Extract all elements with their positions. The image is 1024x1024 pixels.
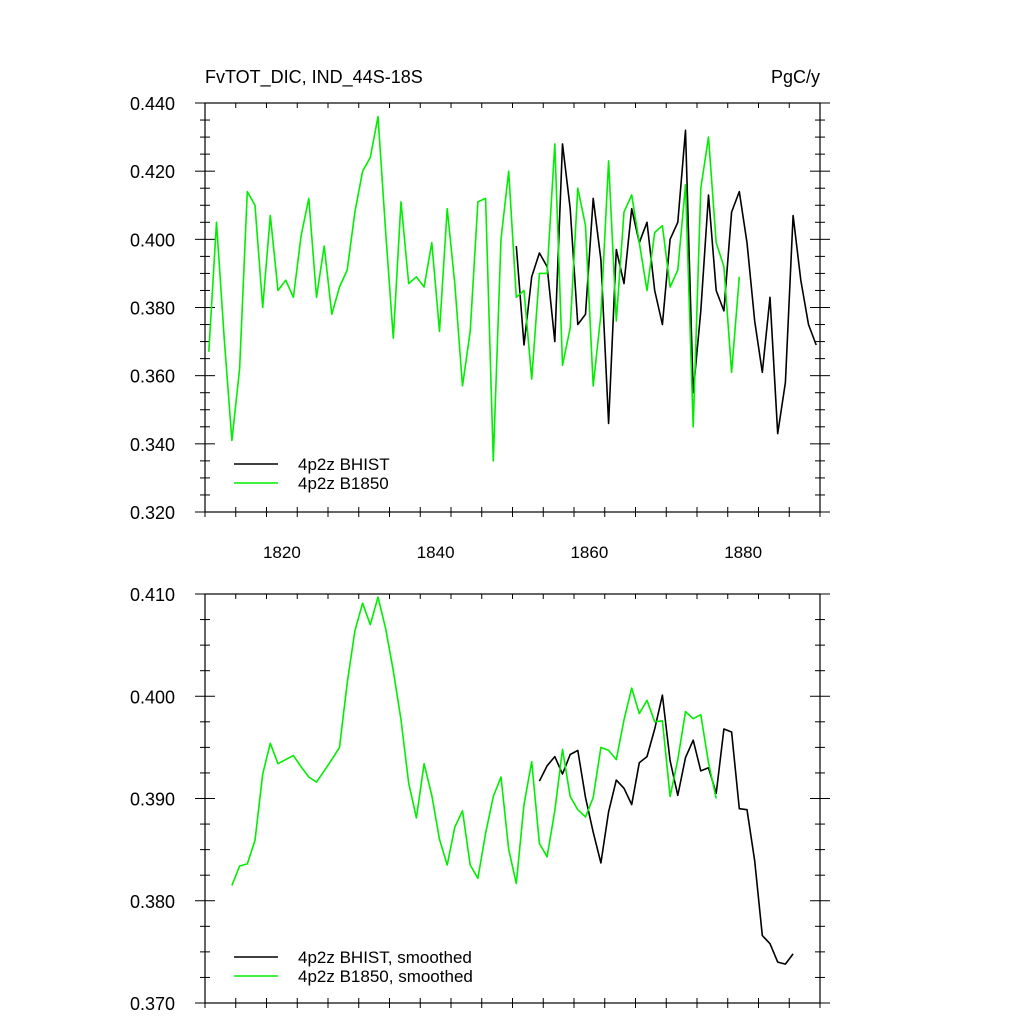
bottom-panel: 0.370 0.380 0.390 0.400 0.410 4p2z BHIST, smo… [130, 585, 830, 1014]
plot-frame [204, 102, 821, 513]
y-tick-label: 0.360 [130, 367, 175, 387]
legend-label: 4p2z BHIST, smoothed [298, 948, 472, 967]
y-tick-label: 0.380 [130, 892, 175, 912]
y-tick-label: 0.390 [130, 790, 175, 810]
y-tick-label: 0.440 [130, 94, 175, 114]
top-panel: 1820 1840 1860 1880 0.320 0.340 0.360 0.380 0.40… [130, 67, 830, 562]
y-tick-label: 0.420 [130, 162, 175, 182]
chart-title: FvTOT_DIC, IND_44S-18S [205, 67, 423, 88]
y-tick-label: 0.410 [130, 585, 175, 605]
x-tick-label: 1820 [263, 543, 301, 562]
plot-frame [204, 593, 821, 1004]
units-label: PgC/y [771, 67, 820, 87]
legend-label: 4p2z B1850 [298, 474, 389, 493]
y-tick-label: 0.400 [130, 687, 175, 707]
y-tick-label: 0.340 [130, 435, 175, 455]
legend-label: 4p2z BHIST [298, 455, 390, 474]
x-tick-label: 1860 [570, 543, 608, 562]
x-tick-label: 1840 [417, 543, 455, 562]
y-tick-label: 0.320 [130, 503, 175, 523]
y-tick-label: 0.380 [130, 299, 175, 319]
legend-label: 4p2z B1850, smoothed [298, 967, 473, 986]
series-line-0 [538, 694, 794, 965]
series-line-0 [515, 129, 817, 435]
series-line-1 [231, 596, 717, 886]
series-line-1 [208, 115, 741, 462]
x-tick-label: 1880 [724, 543, 762, 562]
y-tick-label: 0.370 [130, 994, 175, 1014]
y-tick-label: 0.400 [130, 230, 175, 250]
